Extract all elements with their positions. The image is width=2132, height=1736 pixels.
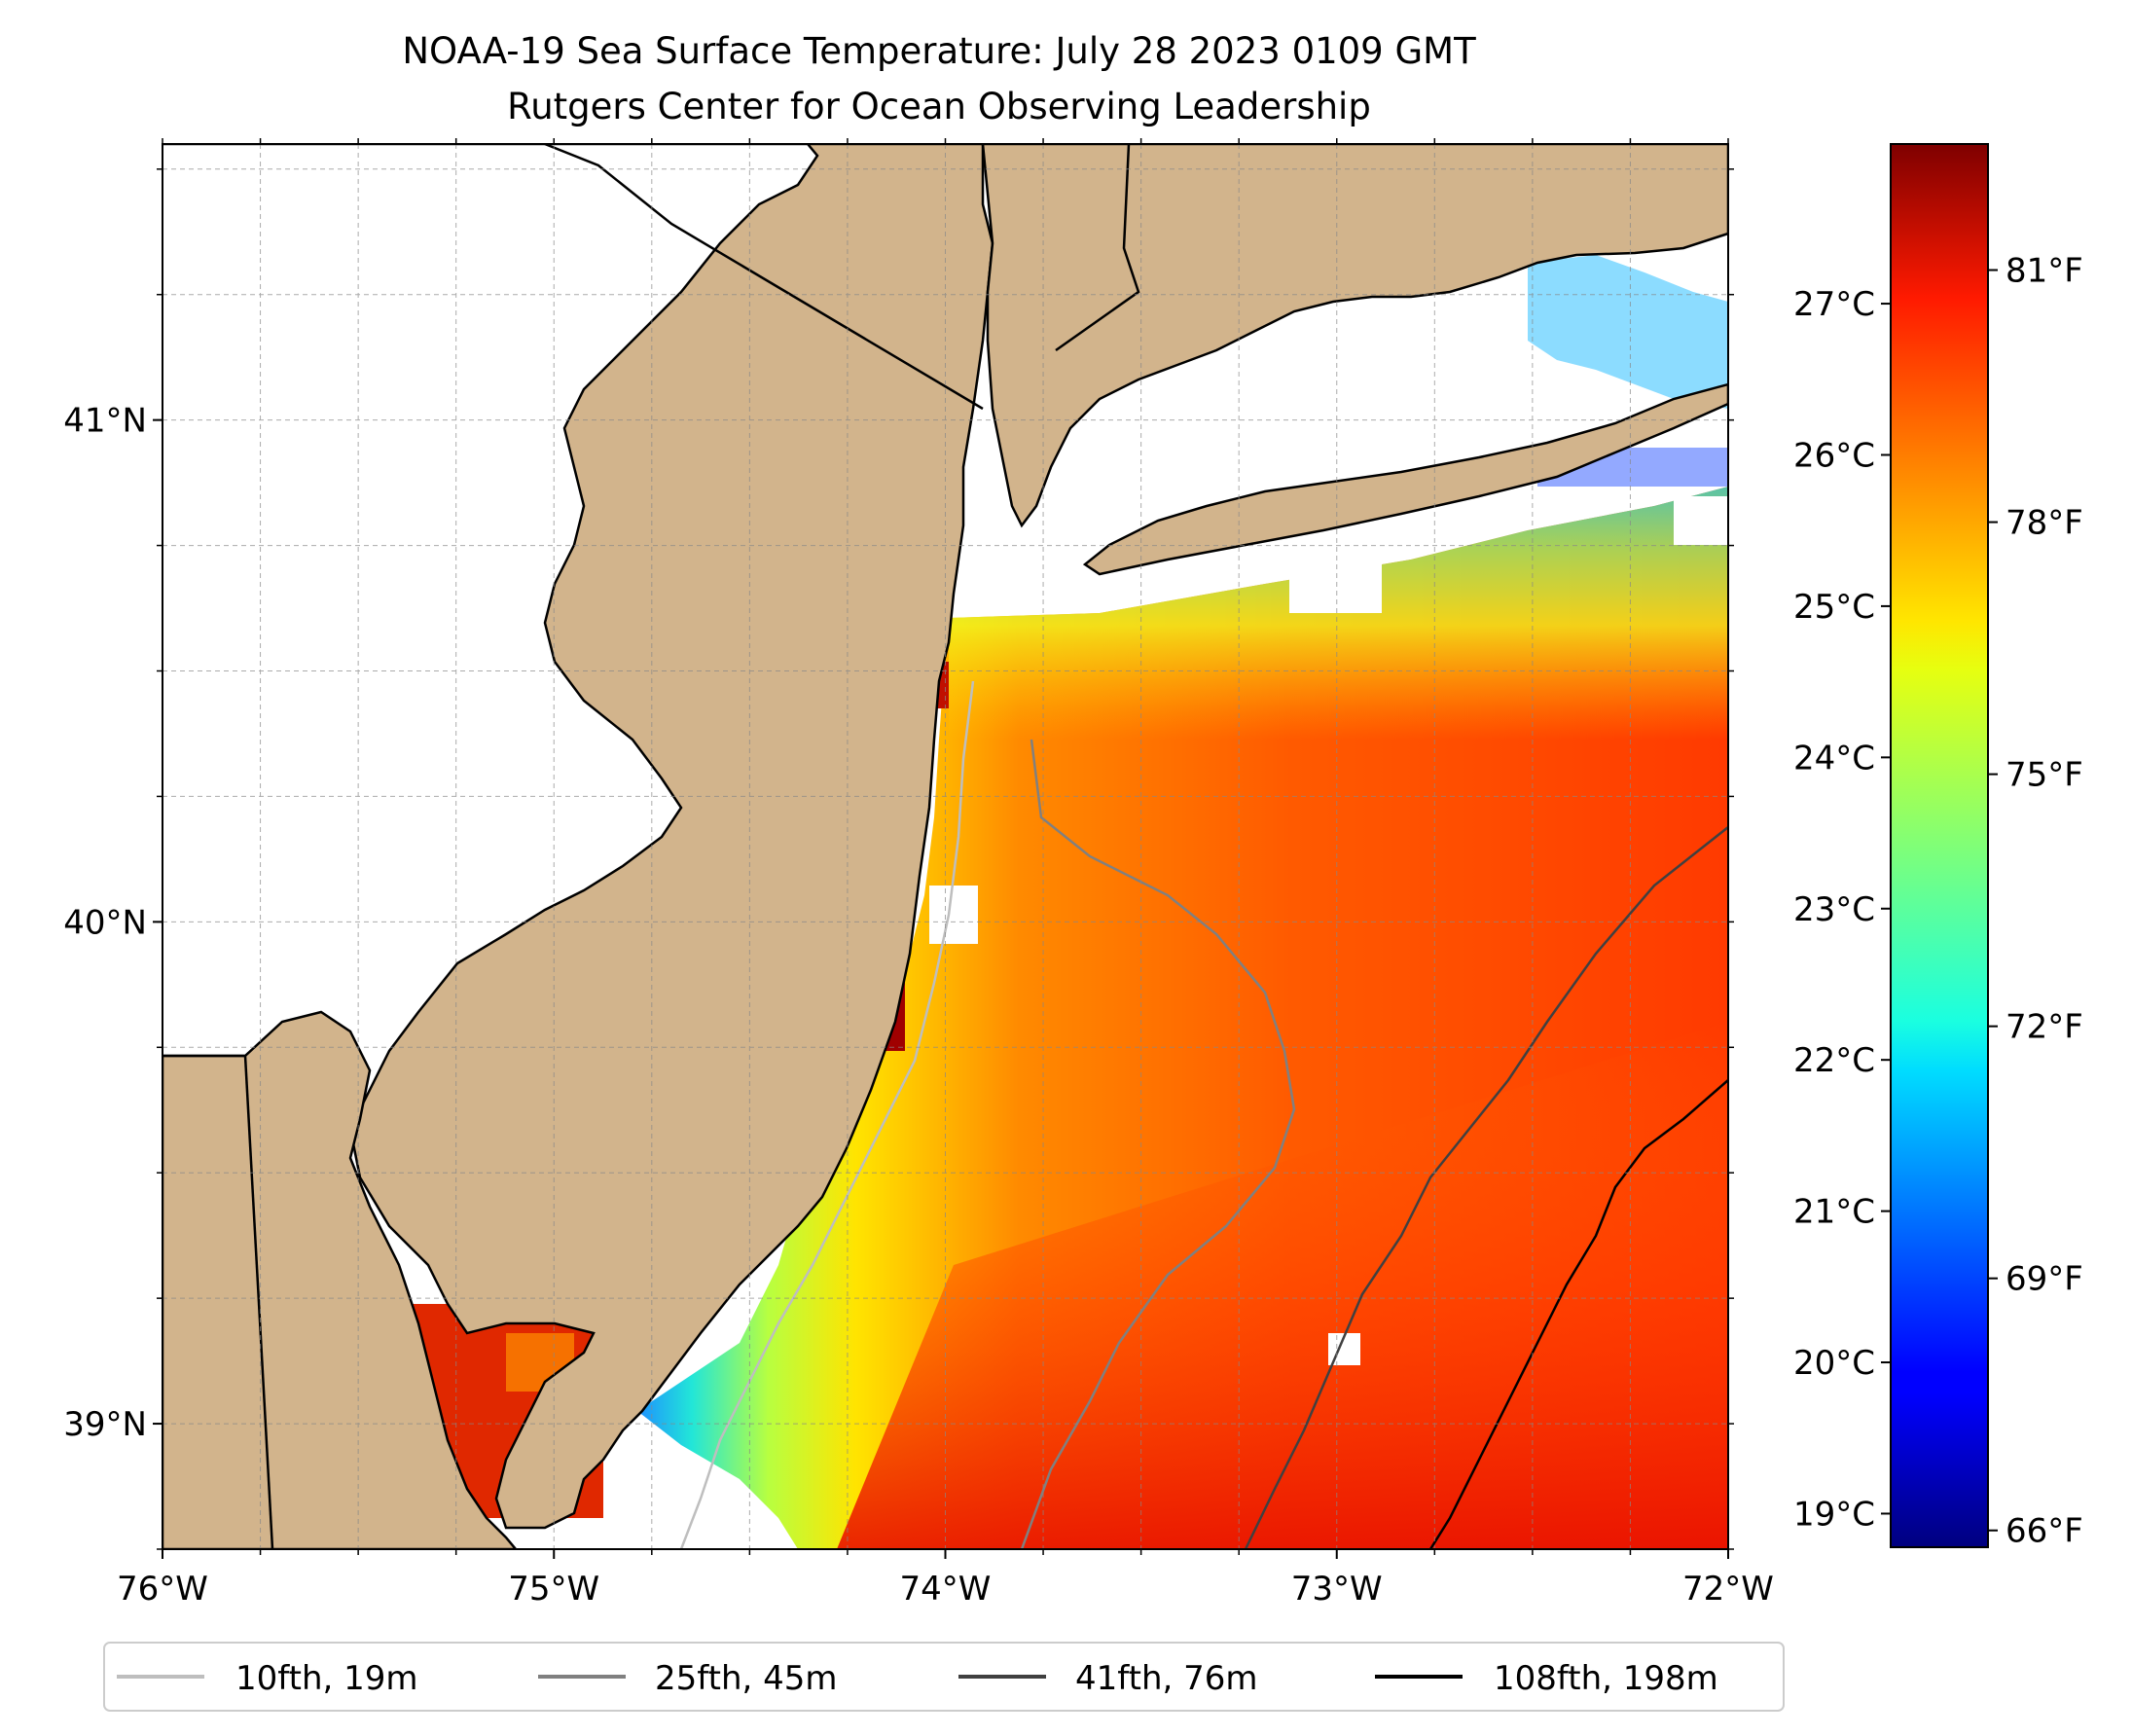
land-long-island xyxy=(1082,382,1728,576)
gridlines xyxy=(163,144,1728,1549)
legend-label-108fth: 108fth, 198m xyxy=(1494,1659,1718,1698)
sst-no-data-patch-3 xyxy=(929,886,978,944)
colorbar-fahrenheit-label: 66°F xyxy=(2006,1512,2083,1551)
colorbar-celsius-label: 27°C xyxy=(1793,285,1875,324)
colorbar-celsius-label: 21°C xyxy=(1793,1193,1875,1232)
colorbar-gradient xyxy=(1890,143,1989,1548)
colorbar-fahrenheit-axis: 66°F 69°F 72°F 75°F 78°F 81°F xyxy=(1988,252,2083,1551)
isobath-25fth xyxy=(1020,739,1296,1549)
colorbar-celsius-label: 25°C xyxy=(1793,588,1875,627)
sst-southern-warm xyxy=(837,1022,1728,1549)
colorbar-fahrenheit-label: 78°F xyxy=(2006,504,2083,543)
colorbar-celsius-label: 20°C xyxy=(1793,1344,1875,1383)
border-ny-ct xyxy=(1055,144,1140,352)
border-ny-nj xyxy=(544,144,984,411)
lat-tick-label: 40°N xyxy=(63,903,147,942)
colorbar-celsius-label: 24°C xyxy=(1793,739,1875,778)
sst-no-data-patch-2 xyxy=(1289,545,1382,613)
map-panel xyxy=(163,144,1728,1549)
lon-tick-label: 75°W xyxy=(508,1570,599,1609)
legend-box xyxy=(103,1642,1785,1712)
chart-title-line1: NOAA-19 Sea Surface Temperature: July 28… xyxy=(402,30,1476,72)
sst-sound-patches xyxy=(1528,255,1728,409)
land-new-york-connecticut xyxy=(981,144,1728,528)
colorbar-fahrenheit-label: 75°F xyxy=(2006,756,2083,795)
lon-tick-label: 74°W xyxy=(900,1570,992,1609)
lat-axis: 39°N 40°N 41°N xyxy=(63,168,1734,1550)
isobath-10fth xyxy=(679,680,975,1549)
lon-tick-label: 76°W xyxy=(117,1570,208,1609)
colorbar-celsius-label: 22°C xyxy=(1793,1041,1875,1080)
legend-label-41fth: 41fth, 76m xyxy=(1075,1659,1258,1698)
colorbar-fahrenheit-label: 69°F xyxy=(2006,1260,2083,1299)
legend-label-25fth: 25fth, 45m xyxy=(655,1659,838,1698)
lat-tick-label: 39°N xyxy=(63,1405,147,1444)
isobath-41fth xyxy=(1244,826,1728,1549)
colorbar: 19°C 20°C 21°C 22°C 23°C 24°C 25°C 26°C 27°C 66°… xyxy=(1793,143,2083,1551)
legend-label-10fth: 10fth, 19m xyxy=(235,1659,418,1698)
colorbar-celsius-label: 23°C xyxy=(1793,890,1875,929)
chart-title-line2: Rutgers Center for Ocean Observing Leade… xyxy=(507,86,1371,127)
colorbar-celsius-axis: 19°C 20°C 21°C 22°C 23°C 24°C 25°C 26°C 27°C xyxy=(1793,285,1891,1534)
land-new-jersey-pennsylvania xyxy=(163,144,994,1530)
state-borders xyxy=(163,144,1140,1549)
colorbar-fahrenheit-label: 81°F xyxy=(2006,252,2083,291)
colorbar-fahrenheit-label: 72°F xyxy=(2006,1008,2083,1047)
lon-tick-label: 72°W xyxy=(1682,1570,1774,1609)
isobath-108fth xyxy=(1428,1079,1728,1549)
lon-tick-label: 73°W xyxy=(1291,1570,1383,1609)
sst-no-data-patch-4 xyxy=(1674,496,1728,545)
colorbar-celsius-label: 26°C xyxy=(1793,436,1875,475)
colorbar-celsius-label: 19°C xyxy=(1793,1495,1875,1534)
lon-axis: 76°W 75°W 74°W 73°W 72°W xyxy=(117,138,1774,1609)
lat-tick-label: 41°N xyxy=(63,402,147,441)
isobaths xyxy=(679,680,1728,1549)
border-de-md xyxy=(243,1055,274,1549)
legend: 10fth, 19m 25fth, 45m 41fth, 76m 108fth,… xyxy=(103,1642,1785,1712)
